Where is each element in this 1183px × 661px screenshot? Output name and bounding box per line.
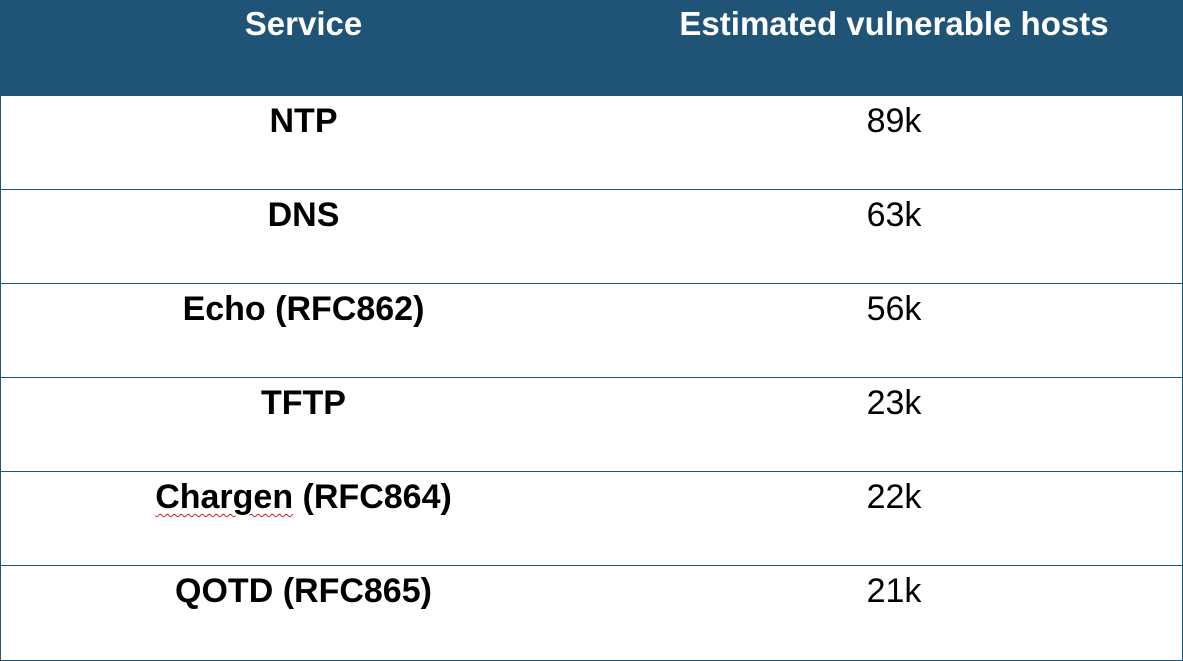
table-row: NTP 89k [1,95,1182,189]
header-service: Service [244,5,363,42]
hosts-cell: 63k [866,196,922,234]
table-row: DNS 63k [1,189,1182,283]
header-estimated-vulnerable-hosts: Estimated vulnerable hosts [679,5,1109,42]
service-cell: QOTD (RFC865) [175,572,432,610]
service-cell: TFTP [261,384,346,422]
table-row: Chargen (RFC864) 22k [1,471,1182,565]
service-cell: DNS [267,196,340,234]
service-cell-suffix: (RFC864) [293,478,452,516]
table-row: TFTP 23k [1,377,1182,471]
hosts-cell: 89k [866,102,922,140]
service-cell: Echo (RFC862) [182,290,425,328]
table-row: Echo (RFC862) 56k [1,283,1182,377]
hosts-cell: 56k [866,290,922,328]
spellcheck-flagged-word: Chargen [155,478,294,516]
hosts-cell: 23k [866,384,922,422]
service-cell: Chargen (RFC864) [1,472,606,565]
service-cell: NTP [269,102,338,140]
table-row: QOTD (RFC865) 21k [1,565,1182,659]
hosts-cell: 22k [866,478,922,516]
table-header-row: Service Estimated vulnerable hosts [1,0,1182,95]
hosts-cell: 21k [866,572,922,610]
